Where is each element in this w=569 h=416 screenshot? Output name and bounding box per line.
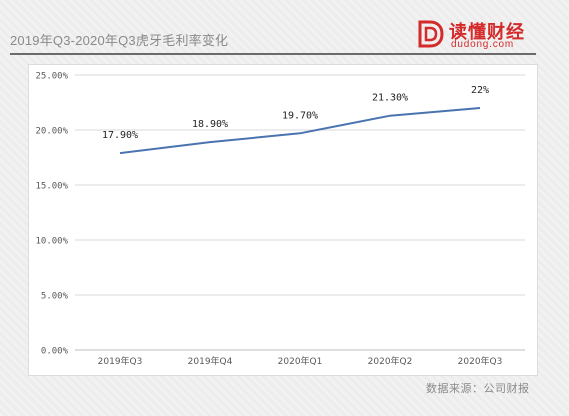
brand-logo: 读懂财经 dudong.com bbox=[418, 19, 538, 51]
y-tick-label: 10.00% bbox=[35, 237, 68, 247]
y-tick-label: 0.00% bbox=[41, 347, 69, 357]
y-tick-label: 15.00% bbox=[35, 182, 68, 192]
x-tick-label: 2020年Q3 bbox=[458, 355, 503, 367]
brand-name: 读懂财经 bbox=[449, 22, 525, 43]
page-title: 2019年Q3-2020年Q3虎牙毛利率变化 bbox=[10, 33, 229, 48]
header-divider bbox=[10, 53, 536, 55]
data-label: 19.70% bbox=[282, 110, 318, 121]
x-tick-label: 2020年Q1 bbox=[278, 355, 323, 367]
y-tick-label: 20.00% bbox=[35, 127, 68, 137]
brand-logo-icon bbox=[418, 20, 444, 48]
brand-domain: dudong.com bbox=[451, 39, 515, 50]
x-tick-label: 2020年Q2 bbox=[368, 355, 413, 367]
data-label: 22% bbox=[471, 85, 489, 96]
data-label: 18.90% bbox=[192, 119, 228, 130]
data-label: 17.90% bbox=[102, 130, 138, 141]
x-tick-label: 2019年Q3 bbox=[98, 355, 143, 367]
line-chart: 0.00% 5.00% 10.00% 15.00% 20.00% 25.00% 2019年Q… bbox=[35, 72, 525, 367]
y-tick-label: 25.00% bbox=[35, 72, 68, 82]
x-tick-label: 2019年Q4 bbox=[188, 355, 233, 367]
data-source: 数据来源：公司财报 bbox=[426, 383, 530, 395]
data-label: 21.30% bbox=[372, 93, 408, 104]
y-tick-label: 5.00% bbox=[41, 292, 69, 302]
chart-panel: 0.00% 5.00% 10.00% 15.00% 20.00% 25.00% 2019年Q… bbox=[28, 64, 538, 376]
